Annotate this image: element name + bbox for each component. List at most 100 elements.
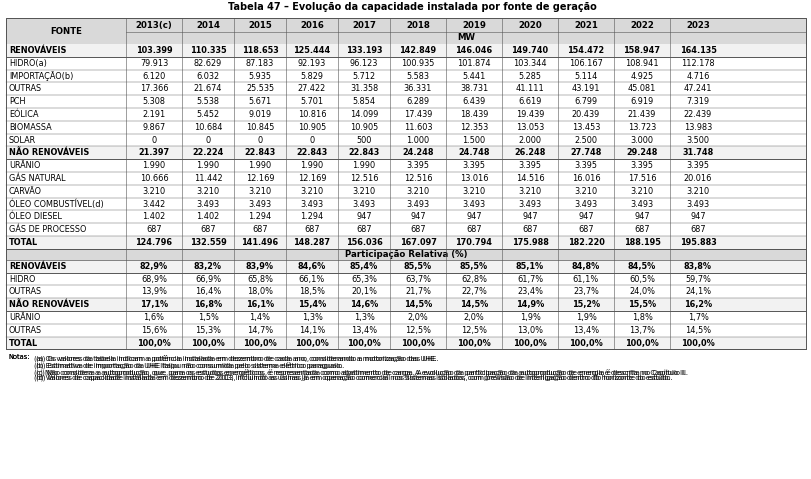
Text: 5.935: 5.935 <box>248 71 271 80</box>
Text: 5.712: 5.712 <box>352 71 375 80</box>
Text: 2022: 2022 <box>629 21 653 30</box>
Text: 0: 0 <box>205 136 210 145</box>
Text: 6.032: 6.032 <box>196 71 219 80</box>
Text: 2017: 2017 <box>351 21 375 30</box>
Text: 11.603: 11.603 <box>403 123 431 132</box>
Text: 79.913: 79.913 <box>139 59 168 68</box>
Text: 14.516: 14.516 <box>515 174 543 183</box>
Text: 63,7%: 63,7% <box>405 274 431 284</box>
Text: 148.287: 148.287 <box>293 238 330 247</box>
Text: 2015: 2015 <box>248 21 272 30</box>
Text: 2020: 2020 <box>517 21 541 30</box>
Bar <box>6 185 805 198</box>
Text: OUTRAS: OUTRAS <box>9 287 42 297</box>
Text: 124.796: 124.796 <box>135 238 172 247</box>
Text: 65,3%: 65,3% <box>350 274 376 284</box>
Text: 2021: 2021 <box>573 21 597 30</box>
Text: 3.493: 3.493 <box>462 199 485 208</box>
Text: 13.053: 13.053 <box>515 123 543 132</box>
Text: 87.183: 87.183 <box>246 59 274 68</box>
Text: 3.210: 3.210 <box>462 187 485 196</box>
Text: 500: 500 <box>356 136 371 145</box>
Text: 100,0%: 100,0% <box>680 339 714 347</box>
Text: 3.210: 3.210 <box>248 187 271 196</box>
Text: 3.210: 3.210 <box>685 187 709 196</box>
Text: 83,2%: 83,2% <box>194 262 221 271</box>
Text: 82,9%: 82,9% <box>139 262 168 271</box>
Text: 14,5%: 14,5% <box>684 326 710 335</box>
Text: 20.016: 20.016 <box>683 174 711 183</box>
Text: 1,6%: 1,6% <box>144 313 165 322</box>
Text: 687: 687 <box>689 225 705 234</box>
Text: 24,1%: 24,1% <box>684 287 710 297</box>
Text: 154.472: 154.472 <box>567 46 604 55</box>
Text: 60,5%: 60,5% <box>629 274 654 284</box>
Text: 59,7%: 59,7% <box>684 274 710 284</box>
Text: 687: 687 <box>356 225 371 234</box>
Text: 22.843: 22.843 <box>296 148 327 157</box>
Text: 1.000: 1.000 <box>406 136 429 145</box>
Text: 3.395: 3.395 <box>685 161 709 170</box>
Text: 41.111: 41.111 <box>515 84 543 93</box>
Text: (d) Valores de capacidade instalada em dezembro de 2013, incluindo as usinas já : (d) Valores de capacidade instalada em d… <box>36 376 672 382</box>
Text: 6.289: 6.289 <box>406 97 429 106</box>
Text: 100,0%: 100,0% <box>137 339 170 347</box>
Text: ÓLEO DIESEL: ÓLEO DIESEL <box>9 212 62 221</box>
Text: IMPORTAÇÃO(b): IMPORTAÇÃO(b) <box>9 71 73 81</box>
Text: 112.178: 112.178 <box>680 59 714 68</box>
Text: 61,7%: 61,7% <box>517 274 543 284</box>
Text: Notas:: Notas: <box>8 354 29 360</box>
Text: 14,1%: 14,1% <box>298 326 324 335</box>
Text: 14,7%: 14,7% <box>247 326 272 335</box>
Text: 1,9%: 1,9% <box>519 313 540 322</box>
Text: 22.224: 22.224 <box>192 148 223 157</box>
Text: 43.191: 43.191 <box>571 84 599 93</box>
Bar <box>6 134 805 147</box>
Text: 158.947: 158.947 <box>623 46 659 55</box>
Text: 3.500: 3.500 <box>685 136 709 145</box>
Text: MW: MW <box>457 33 474 42</box>
Text: NÃO RENOVÁVEIS: NÃO RENOVÁVEIS <box>9 300 89 309</box>
Text: 6.619: 6.619 <box>517 97 541 106</box>
Bar <box>6 147 805 159</box>
Text: 103.344: 103.344 <box>513 59 546 68</box>
Text: 18.439: 18.439 <box>459 110 487 119</box>
Text: 16,1%: 16,1% <box>246 300 274 309</box>
Text: 1.402: 1.402 <box>142 212 165 221</box>
Text: 947: 947 <box>689 212 705 221</box>
Text: 29.248: 29.248 <box>625 148 657 157</box>
Text: 84,8%: 84,8% <box>571 262 599 271</box>
Text: 10.816: 10.816 <box>298 110 326 119</box>
Text: 5.583: 5.583 <box>406 71 429 80</box>
Text: 175.988: 175.988 <box>511 238 547 247</box>
Text: 2.500: 2.500 <box>574 136 597 145</box>
Text: OUTRAS: OUTRAS <box>9 84 42 93</box>
Bar <box>6 57 805 69</box>
Text: 24.248: 24.248 <box>401 148 433 157</box>
Text: 22.439: 22.439 <box>683 110 711 119</box>
Text: 156.036: 156.036 <box>345 238 382 247</box>
Text: HIDRO: HIDRO <box>9 274 36 284</box>
Text: 100,0%: 100,0% <box>624 339 658 347</box>
Text: 182.220: 182.220 <box>567 238 603 247</box>
Bar <box>6 236 805 249</box>
Text: 15,5%: 15,5% <box>627 300 655 309</box>
Text: 15,4%: 15,4% <box>298 300 326 309</box>
Text: 85,4%: 85,4% <box>350 262 378 271</box>
Text: 3.493: 3.493 <box>406 199 429 208</box>
Text: 13.983: 13.983 <box>683 123 711 132</box>
Text: 18,0%: 18,0% <box>247 287 272 297</box>
Text: 687: 687 <box>633 225 649 234</box>
Text: 16.016: 16.016 <box>571 174 599 183</box>
Text: 3.210: 3.210 <box>196 187 219 196</box>
Text: 12.516: 12.516 <box>403 174 431 183</box>
Text: 82.629: 82.629 <box>194 59 222 68</box>
Text: 83,8%: 83,8% <box>683 262 711 271</box>
Text: 10.905: 10.905 <box>350 123 378 132</box>
Bar <box>6 18 805 349</box>
Text: 101.874: 101.874 <box>457 59 490 68</box>
Bar <box>6 285 805 298</box>
Text: 96.123: 96.123 <box>350 59 378 68</box>
Text: 108.941: 108.941 <box>624 59 658 68</box>
Text: 14,6%: 14,6% <box>350 300 378 309</box>
